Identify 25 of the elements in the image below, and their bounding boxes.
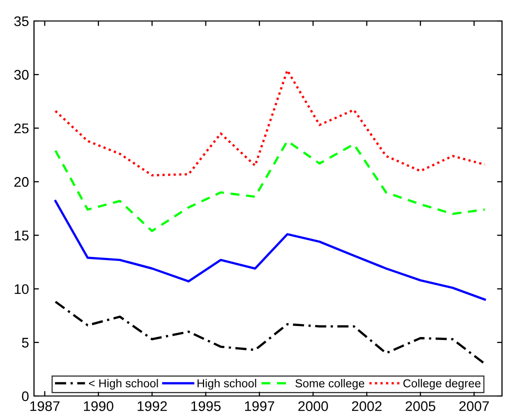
x-tick-label: 2007 xyxy=(459,401,489,412)
y-tick-label: 0 xyxy=(22,391,29,402)
x-tick-label: 1987 xyxy=(30,401,60,412)
y-tick-label: 25 xyxy=(14,123,29,134)
legend-label: High school xyxy=(198,378,256,390)
legend-label: < High school xyxy=(89,378,158,390)
x-tick-label: 1992 xyxy=(138,401,167,412)
line-series xyxy=(54,140,486,232)
legend-label: Some college xyxy=(295,378,364,390)
x-tick-label: 2000 xyxy=(298,401,328,412)
x-tick-label: 1995 xyxy=(191,401,221,412)
line-series xyxy=(54,300,486,365)
x-tick-label: 1997 xyxy=(245,401,274,412)
y-tick-label: 35 xyxy=(14,16,29,26)
y-tick-label: 30 xyxy=(14,70,29,80)
x-tick-label: 1990 xyxy=(84,401,114,412)
y-tick-label: 15 xyxy=(14,230,29,240)
y-tick-label: 10 xyxy=(14,284,29,294)
y-tick-label: 5 xyxy=(22,338,29,348)
x-tick-label: 2005 xyxy=(406,401,436,412)
legend-label: College degree xyxy=(403,378,480,390)
line-series xyxy=(54,69,486,176)
x-tick-label: 2002 xyxy=(352,401,382,412)
y-tick-label: 20 xyxy=(14,177,29,187)
line-series xyxy=(54,200,486,301)
